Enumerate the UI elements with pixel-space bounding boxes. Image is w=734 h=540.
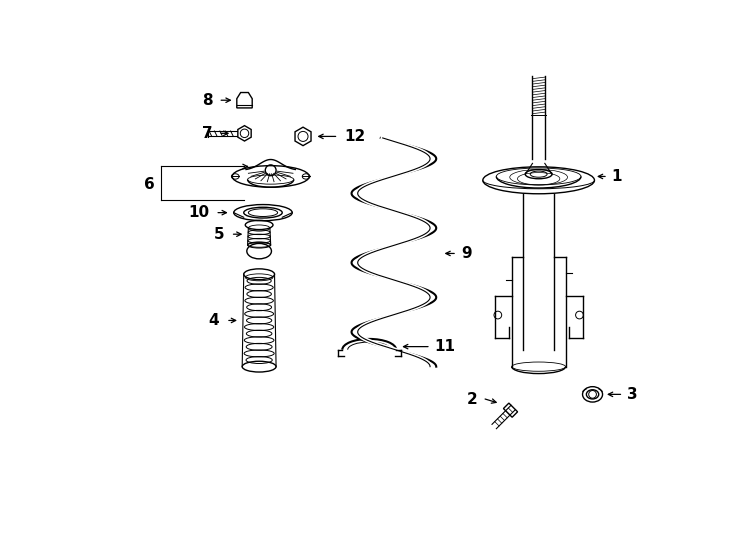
Text: 2: 2 [466,392,477,407]
Text: 3: 3 [627,387,638,402]
Text: 12: 12 [344,129,365,144]
Text: 4: 4 [208,313,219,328]
Text: 11: 11 [435,339,456,354]
Text: 10: 10 [188,205,209,220]
Text: 1: 1 [612,169,622,184]
Text: 7: 7 [203,126,213,141]
Text: 8: 8 [203,93,213,107]
Text: 9: 9 [462,246,472,261]
Text: 6: 6 [145,177,155,192]
Text: 5: 5 [214,227,225,242]
